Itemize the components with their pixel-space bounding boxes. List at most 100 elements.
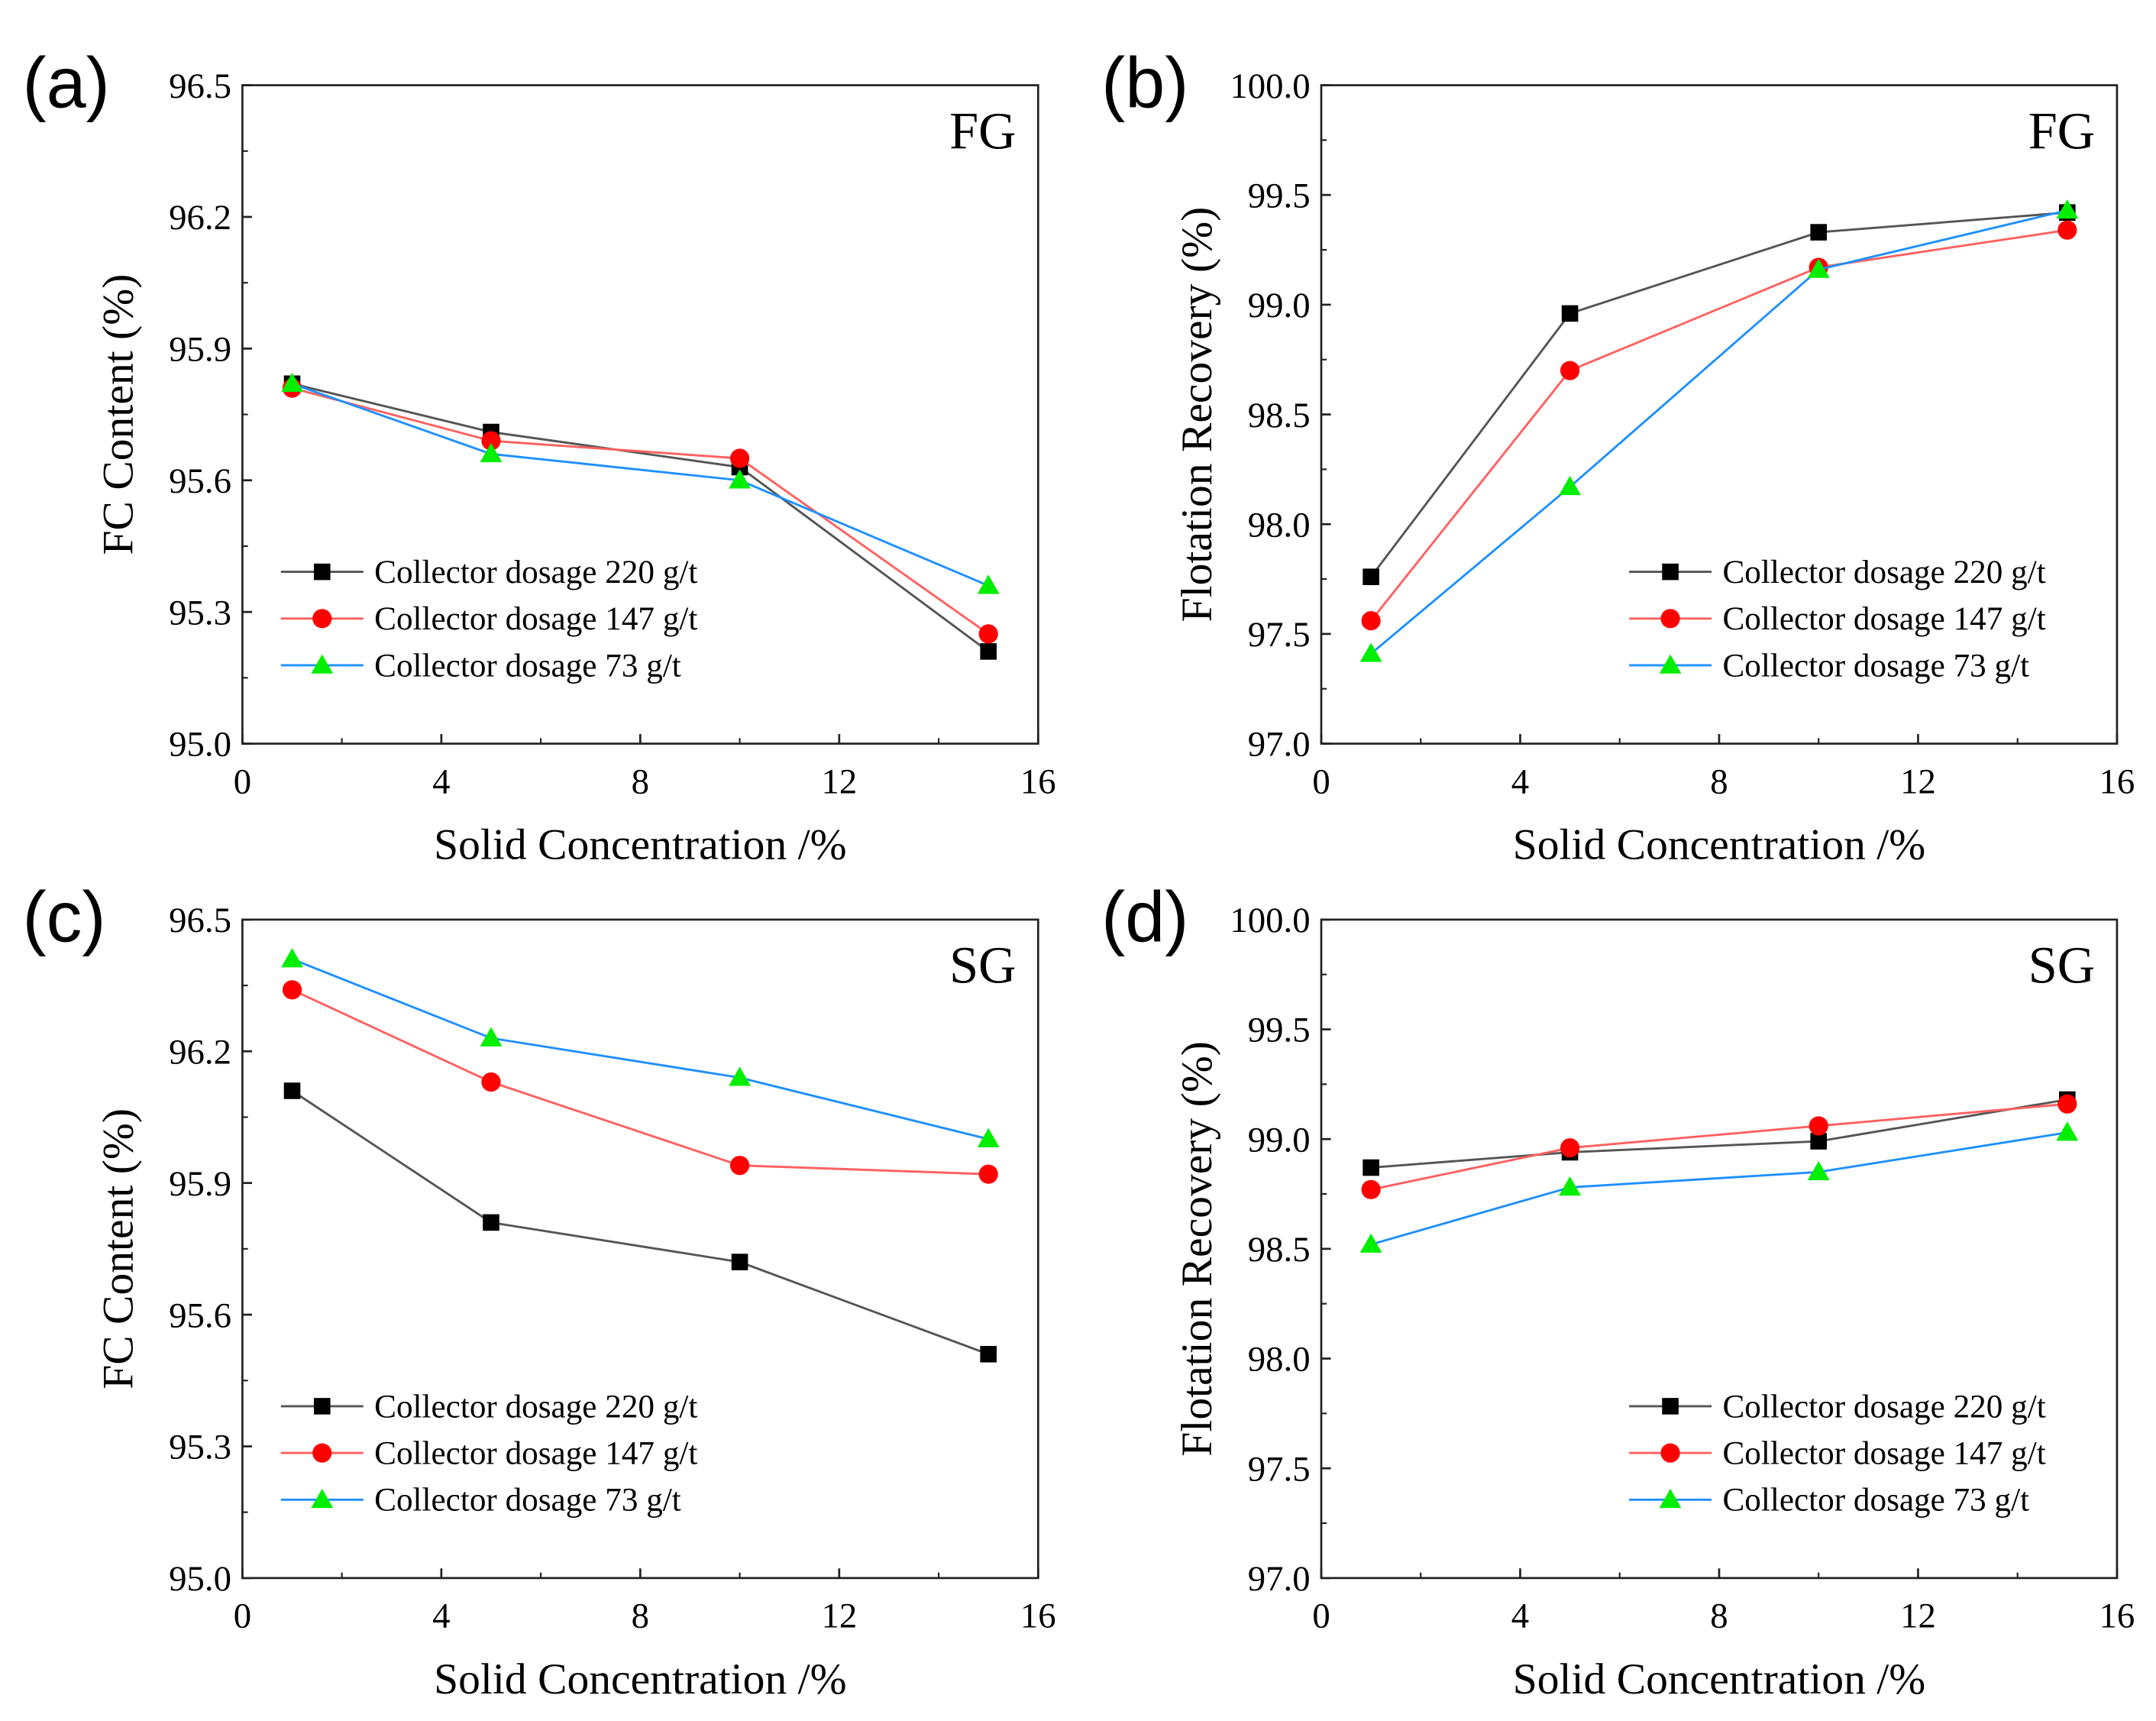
legend-marker xyxy=(311,654,334,674)
chart-panel-b: (b) FG 0 4 8 12 16 97.0 97.5 98.0 98.5 99.0 99.5 100.… xyxy=(1101,42,2135,869)
chart-panel-a: (a) FG 0 4 8 12 16 95.0 95.3 95.6 95.9 96.2 96.5 Soli… xyxy=(22,42,1055,869)
panel-label: (c) xyxy=(22,877,105,957)
y-tick-label: 95.0 xyxy=(169,1559,231,1599)
data-point xyxy=(483,1214,499,1231)
data-point xyxy=(1807,1160,1830,1181)
panel-label: (a) xyxy=(22,42,109,122)
legend-label: Collector dosage 220 g/t xyxy=(1722,555,2045,590)
x-tick-label: 4 xyxy=(1511,762,1529,801)
plot-frame xyxy=(241,918,1039,1580)
data-point xyxy=(1359,642,1382,662)
series-0 xyxy=(283,1082,997,1363)
data-point xyxy=(481,431,501,451)
y-tick-label: 97.5 xyxy=(1248,615,1311,655)
y-tick-label: 98.5 xyxy=(1248,396,1311,435)
data-point xyxy=(281,948,303,968)
data-point xyxy=(980,1345,997,1363)
legend: Collector dosage 220 g/t Collector dosage… xyxy=(280,1389,697,1519)
x-tick-label: 0 xyxy=(234,1596,251,1636)
y-tick-label: 95.9 xyxy=(169,1164,231,1204)
x-tick-label: 8 xyxy=(632,762,649,801)
series-2 xyxy=(281,948,1000,1147)
x-tick-label: 12 xyxy=(1900,762,1936,801)
legend-label: Collector dosage 220 g/t xyxy=(1722,1389,2045,1425)
y-tick-label: 96.5 xyxy=(169,66,231,106)
y-tick-label: 98.0 xyxy=(1248,1340,1311,1380)
series-2 xyxy=(281,372,1000,594)
data-point xyxy=(1561,305,1579,322)
data-point xyxy=(980,643,997,660)
data-point xyxy=(1361,1179,1381,1199)
y-tick-label: 98.0 xyxy=(1248,505,1311,545)
data-point xyxy=(978,624,998,644)
legend-label: Collector dosage 147 g/t xyxy=(1722,601,2045,637)
y-tick-label: 96.5 xyxy=(169,901,231,940)
legend-marker xyxy=(1660,609,1680,629)
panel-label: (b) xyxy=(1101,42,1188,122)
data-point xyxy=(729,448,750,468)
data-point xyxy=(729,469,751,489)
x-axis-label: Solid Concentration /% xyxy=(434,821,847,869)
legend-label: Collector dosage 147 g/t xyxy=(374,601,697,637)
y-tick-label: 95.3 xyxy=(169,593,231,632)
y-tick-label: 95.9 xyxy=(169,330,231,370)
data-point xyxy=(281,372,303,393)
data-point xyxy=(977,1127,1000,1147)
data-point xyxy=(2057,1094,2077,1114)
x-tick-label: 12 xyxy=(1900,1596,1936,1636)
data-point xyxy=(480,442,503,463)
data-point xyxy=(2056,199,2079,219)
series-1 xyxy=(282,980,998,1184)
legend-label: Collector dosage 220 g/t xyxy=(374,1389,697,1425)
data-point xyxy=(282,980,302,1000)
data-point xyxy=(2057,220,2077,240)
data-point xyxy=(1362,568,1379,585)
x-tick-label: 16 xyxy=(1020,1596,1056,1636)
data-point xyxy=(729,1066,751,1086)
legend-label: Collector dosage 147 g/t xyxy=(1722,1435,2045,1471)
y-axis-label: FC Content (%) xyxy=(94,1108,142,1389)
series-line xyxy=(1370,1131,2068,1246)
x-tick-label: 16 xyxy=(2099,1596,2135,1636)
series-line xyxy=(291,958,989,1140)
plot-frame xyxy=(241,84,1039,745)
data-point xyxy=(1810,1133,1828,1150)
legend-label: Collector dosage 147 g/t xyxy=(374,1435,697,1471)
legend-marker xyxy=(311,1488,334,1509)
data-point xyxy=(2056,1121,2079,1141)
x-tick-label: 0 xyxy=(1312,762,1330,801)
data-point xyxy=(1362,1159,1379,1176)
data-point xyxy=(1559,1176,1582,1196)
series-line xyxy=(292,382,989,587)
plot-frame xyxy=(1320,918,2119,1580)
y-tick-label: 96.2 xyxy=(169,1032,231,1072)
y-tick-label: 97.0 xyxy=(1248,725,1311,765)
legend-label: Collector dosage 220 g/t xyxy=(374,555,697,590)
data-point xyxy=(283,1082,301,1099)
series-line xyxy=(1371,1098,2068,1169)
data-point xyxy=(977,574,1000,594)
legend-marker xyxy=(1660,1443,1680,1463)
legend-marker xyxy=(313,563,331,581)
x-tick-label: 12 xyxy=(821,1596,857,1636)
y-tick-label: 100.0 xyxy=(1230,66,1310,106)
y-tick-label: 99.0 xyxy=(1248,1120,1311,1160)
x-axis-label: Solid Concentration /% xyxy=(1513,821,1926,869)
data-point xyxy=(1807,258,1830,278)
y-tick-label: 95.6 xyxy=(169,461,231,501)
y-tick-label: 99.0 xyxy=(1248,286,1311,325)
x-axis-label: Solid Concentration /% xyxy=(1513,1655,1926,1703)
data-point xyxy=(1560,361,1580,380)
x-tick-label: 12 xyxy=(821,762,857,801)
series-0 xyxy=(1362,204,2076,585)
legend-marker xyxy=(1662,1398,1679,1415)
legend-marker xyxy=(1659,1488,1682,1509)
chart-panel-d: (d) SG 0 4 8 12 16 97.0 97.5 98.0 98.5 99.0 99.5 100.… xyxy=(1101,877,2135,1703)
y-tick-label: 97.5 xyxy=(1248,1449,1311,1489)
legend-marker xyxy=(313,1398,331,1415)
data-point xyxy=(731,1254,748,1270)
series-2 xyxy=(1359,1121,2079,1253)
legend-label: Collector dosage 73 g/t xyxy=(374,1483,681,1519)
legend: Collector dosage 220 g/t Collector dosage… xyxy=(1629,1389,2046,1519)
